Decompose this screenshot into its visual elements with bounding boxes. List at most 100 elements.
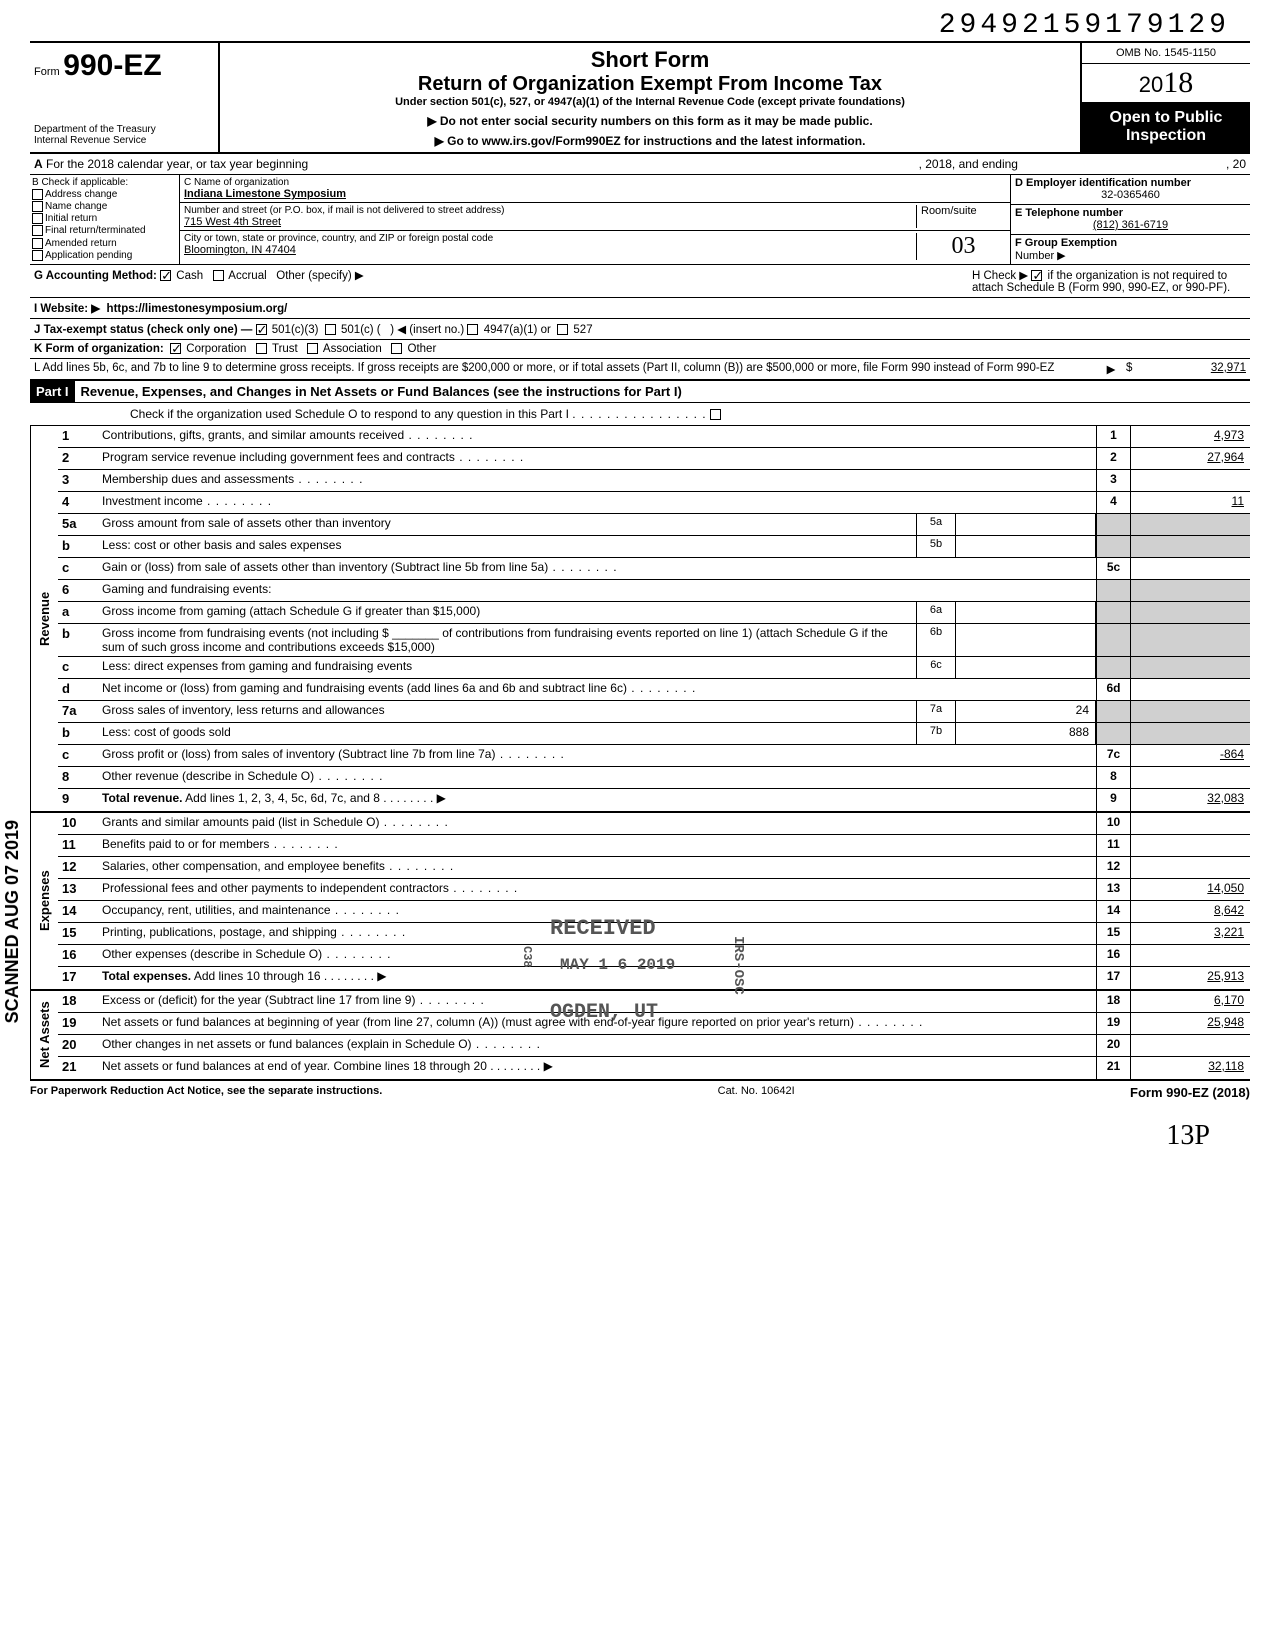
cb-other-org[interactable] [391, 343, 402, 354]
cb-accrual[interactable] [213, 270, 224, 281]
row-l-text: L Add lines 5b, 6c, and 7b to line 9 to … [34, 362, 1096, 376]
right-line-value: 4,973 [1130, 426, 1250, 447]
right-line-number: 14 [1096, 901, 1130, 922]
right-line-value: 8,642 [1130, 901, 1250, 922]
line-desc: Professional fees and other payments to … [98, 879, 1096, 900]
line-desc: Net income or (loss) from gaming and fun… [98, 679, 1096, 700]
right-line-value [1130, 657, 1250, 678]
right-line-number [1096, 624, 1130, 656]
line-number: d [58, 679, 98, 700]
cb-address-change[interactable]: Address change [32, 189, 177, 200]
line-3: 3Membership dues and assessments3 [58, 470, 1250, 492]
line-desc: Program service revenue including govern… [98, 448, 1096, 469]
title-short-form: Short Form [228, 47, 1072, 73]
opt-insert: ◀ (insert no.) [397, 324, 464, 336]
line-number: 6 [58, 580, 98, 601]
row-j-label: J Tax-exempt status (check only one) — [34, 324, 252, 336]
opt-other: Other (specify) ▶ [276, 270, 363, 282]
right-line-number: 10 [1096, 813, 1130, 834]
section-c: C Name of organization Indiana Limestone… [180, 175, 1010, 264]
form-prefix: Form [34, 66, 60, 78]
tax-year: 2018 [1082, 64, 1250, 103]
right-line-number: 4 [1096, 492, 1130, 513]
form-header: Form 990-EZ Department of the Treasury I… [30, 41, 1250, 154]
subtitle: Under section 501(c), 527, or 4947(a)(1)… [228, 96, 1072, 108]
right-line-value: 3,221 [1130, 923, 1250, 944]
line-b: bLess: cost of goods sold7b888 [58, 723, 1250, 745]
cb-trust[interactable] [256, 343, 267, 354]
cb-527[interactable] [557, 324, 568, 335]
handwritten-03: 03 [916, 233, 1006, 260]
mid-line-value [956, 536, 1096, 557]
right-line-value [1130, 1035, 1250, 1056]
line-5a: 5aGross amount from sale of assets other… [58, 514, 1250, 536]
line-desc: Other expenses (describe in Schedule O) [98, 945, 1096, 966]
right-line-number [1096, 580, 1130, 601]
cb-corporation[interactable] [170, 343, 181, 354]
opt-501c: 501(c) ( [341, 324, 381, 336]
right-line-number: 15 [1096, 923, 1130, 944]
section-b-checkboxes: B Check if applicable: Address change Na… [30, 175, 180, 264]
row-g-accounting: G Accounting Method: Cash Accrual Other … [30, 265, 1250, 298]
footer-form: 990-EZ [1166, 1085, 1209, 1100]
right-line-value: 32,118 [1130, 1057, 1250, 1079]
right-line-number: 13 [1096, 879, 1130, 900]
section-net-assets: Net Assets18Excess or (deficit) for the … [30, 991, 1250, 1081]
side-label: Revenue [30, 426, 58, 811]
group-exemption-number: Number ▶ [1015, 250, 1066, 262]
section-d-e-f: D Employer identification number 32-0365… [1010, 175, 1250, 264]
right-line-value: 27,964 [1130, 448, 1250, 469]
right-line-value [1130, 580, 1250, 601]
cb-amended[interactable]: Amended return [32, 238, 177, 249]
dept-irs: Internal Revenue Service [34, 135, 214, 146]
line-number: 10 [58, 813, 98, 834]
city-value: Bloomington, IN 47404 [184, 244, 916, 256]
right-line-number: 11 [1096, 835, 1130, 856]
right-line-number: 17 [1096, 967, 1130, 989]
line-number: 1 [58, 426, 98, 447]
opt-accrual: Accrual [228, 270, 266, 282]
cb-4947[interactable] [467, 324, 478, 335]
cb-application-pending[interactable]: Application pending [32, 250, 177, 261]
line-desc: Gross income from fundraising events (no… [98, 624, 916, 656]
right-line-number: 7c [1096, 745, 1130, 766]
cb-schedule-b[interactable] [1031, 270, 1042, 281]
cb-cash[interactable] [160, 270, 171, 281]
row-l-value: 32,971 [1146, 362, 1246, 376]
line-12: 12Salaries, other compensation, and empl… [58, 857, 1250, 879]
right-line-value: 32,083 [1130, 789, 1250, 811]
right-line-number [1096, 723, 1130, 744]
cb-501c[interactable] [325, 324, 336, 335]
right-line-value: 6,170 [1130, 991, 1250, 1012]
cb-association[interactable] [307, 343, 318, 354]
handwritten-page-number: 13P [30, 1120, 1250, 1152]
right-line-number: 6d [1096, 679, 1130, 700]
right-line-number: 18 [1096, 991, 1130, 1012]
cb-initial-return[interactable]: Initial return [32, 213, 177, 224]
title-return: Return of Organization Exempt From Incom… [228, 73, 1072, 96]
cb-name-change[interactable]: Name change [32, 201, 177, 212]
line-14: 14Occupancy, rent, utilities, and mainte… [58, 901, 1250, 923]
right-line-value [1130, 558, 1250, 579]
row-l-arrow: ▶ [1096, 362, 1126, 376]
mid-line-number: 5a [916, 514, 956, 535]
line-17: 17Total expenses. Add lines 10 through 1… [58, 967, 1250, 989]
right-line-number: 16 [1096, 945, 1130, 966]
footer-paperwork: For Paperwork Reduction Act Notice, see … [30, 1085, 382, 1100]
line-2: 2Program service revenue including gover… [58, 448, 1250, 470]
public-line2: Inspection [1084, 127, 1248, 145]
line-desc: Less: direct expenses from gaming and fu… [98, 657, 916, 678]
cb-schedule-o[interactable] [710, 409, 721, 420]
line-a: aGross income from gaming (attach Schedu… [58, 602, 1250, 624]
cb-final-return[interactable]: Final return/terminated [32, 225, 177, 236]
line-16: 16Other expenses (describe in Schedule O… [58, 945, 1250, 967]
year-suffix: 18 [1163, 66, 1193, 99]
line-desc: Less: cost of goods sold [98, 723, 916, 744]
line-7a: 7aGross sales of inventory, less returns… [58, 701, 1250, 723]
mid-line-value: 888 [956, 723, 1096, 744]
side-label: Expenses [30, 813, 58, 989]
cb-501c3[interactable] [256, 324, 267, 335]
scanned-stamp: SCANNED AUG 07 2019 [2, 820, 23, 1023]
line-number: b [58, 536, 98, 557]
right-line-number: 21 [1096, 1057, 1130, 1079]
